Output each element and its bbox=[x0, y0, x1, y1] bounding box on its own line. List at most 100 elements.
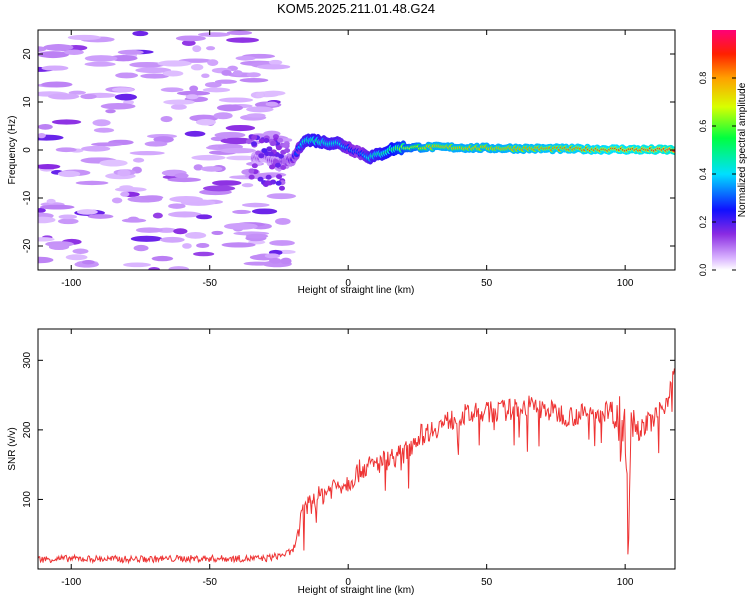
noise-cell bbox=[121, 218, 147, 223]
spectrogram-ytick-label: 10 bbox=[22, 96, 33, 108]
cluster-cell bbox=[261, 148, 268, 154]
snr-panel: -100 -50 0 50 100 100 200 300 Height of straigh… bbox=[7, 328, 676, 596]
noise-cell bbox=[115, 72, 139, 79]
noise-cell bbox=[246, 106, 274, 113]
cluster-cell bbox=[269, 164, 276, 170]
noise-cell bbox=[133, 244, 149, 252]
cluster-cell bbox=[251, 163, 258, 169]
spectrogram-xtick-label: 100 bbox=[617, 278, 634, 289]
colorbar-tick-label: 0.6 bbox=[698, 120, 708, 133]
spectrogram-ytick-label: 20 bbox=[22, 48, 33, 60]
noise-cell bbox=[51, 119, 82, 125]
snr-series bbox=[38, 368, 675, 565]
noise-cell bbox=[212, 180, 242, 186]
cluster-cell bbox=[281, 158, 288, 164]
spectrogram-xtick-label: 50 bbox=[481, 278, 493, 289]
noise-cell bbox=[232, 70, 243, 77]
cluster-cell bbox=[258, 153, 265, 159]
noise-cell bbox=[251, 208, 278, 215]
noise-cell bbox=[68, 90, 86, 95]
cluster-cell bbox=[245, 139, 252, 145]
noise-cell bbox=[182, 243, 192, 249]
noise-cell bbox=[57, 218, 79, 225]
noise-cell bbox=[266, 193, 296, 200]
noise-cell bbox=[268, 59, 283, 65]
noise-cell bbox=[84, 61, 116, 67]
noise-cell bbox=[160, 87, 184, 93]
noise-cell bbox=[169, 195, 203, 203]
noise-cell bbox=[144, 141, 168, 147]
noise-cell bbox=[46, 198, 56, 204]
cluster-cell bbox=[277, 137, 284, 143]
noise-cell bbox=[269, 240, 295, 246]
noise-cell bbox=[87, 214, 114, 219]
noise-cell bbox=[185, 231, 207, 239]
noise-cell bbox=[38, 208, 46, 213]
snr-xtick-label: 50 bbox=[481, 577, 493, 588]
noise-cell bbox=[214, 131, 246, 139]
noise-cell bbox=[241, 202, 270, 208]
colorbar-ticks: 0.0 0.2 0.4 0.6 0.8 bbox=[698, 72, 736, 276]
noise-cell bbox=[135, 67, 172, 74]
cluster-cell bbox=[278, 185, 285, 191]
spectrogram-xtick-label: -50 bbox=[202, 278, 217, 289]
cluster-cell bbox=[257, 176, 264, 182]
noise-cell bbox=[185, 94, 199, 100]
noise-cell bbox=[67, 34, 101, 41]
noise-cell bbox=[246, 113, 266, 118]
cluster-cell bbox=[275, 180, 282, 186]
noise-cell bbox=[80, 93, 97, 100]
noise-cell bbox=[57, 170, 81, 178]
snr-ytick-label: 300 bbox=[22, 352, 33, 369]
noise-cell bbox=[105, 109, 116, 114]
noise-cell bbox=[141, 195, 164, 201]
colorbar-tick-label: 0.2 bbox=[698, 216, 708, 229]
noise-cell bbox=[38, 164, 61, 170]
cluster-cell bbox=[275, 145, 282, 151]
noise-cell bbox=[163, 99, 195, 105]
noise-cell bbox=[264, 253, 280, 259]
snr-ylabel: SNR (v/v) bbox=[7, 427, 18, 470]
noise-cell bbox=[221, 69, 232, 76]
noise-cell bbox=[248, 239, 266, 245]
noise-cell bbox=[221, 242, 256, 248]
noise-cell bbox=[157, 60, 192, 67]
noise-cell bbox=[193, 251, 215, 257]
noise-cell bbox=[43, 44, 74, 51]
noise-cell bbox=[256, 64, 291, 70]
noise-cell bbox=[100, 103, 136, 110]
noise-cell bbox=[204, 81, 222, 88]
noise-cell bbox=[243, 261, 273, 266]
cluster-cell bbox=[263, 138, 270, 144]
noise-cell bbox=[175, 35, 206, 42]
cluster-cell bbox=[284, 147, 291, 153]
noise-cell bbox=[269, 257, 282, 264]
noise-cell bbox=[129, 61, 165, 68]
cluster-cell bbox=[280, 164, 287, 170]
noise-cell bbox=[76, 209, 98, 215]
snr-xtick-label: 0 bbox=[345, 577, 351, 588]
cluster-cell bbox=[267, 151, 274, 157]
noise-cell bbox=[189, 85, 199, 92]
noise-cell bbox=[140, 73, 170, 79]
snr-xtick-label: -100 bbox=[61, 577, 81, 588]
cluster-cell bbox=[272, 158, 279, 164]
spectrogram-xtick-label: -100 bbox=[61, 278, 81, 289]
snr-ytick-label: 200 bbox=[22, 421, 33, 438]
noise-cell bbox=[202, 185, 236, 192]
noise-cell bbox=[117, 49, 144, 55]
noise-cell bbox=[220, 147, 256, 154]
snr-xtick-label: 100 bbox=[617, 577, 634, 588]
noise-cell bbox=[72, 248, 89, 254]
noise-cell bbox=[38, 237, 55, 242]
noise-cell bbox=[213, 112, 233, 120]
noise-cell bbox=[246, 72, 261, 78]
chart-title: KOM5.2025.211.01.48.G24 bbox=[277, 1, 435, 16]
noise-cell bbox=[132, 30, 149, 37]
noise-cell bbox=[111, 87, 134, 93]
noise-cell bbox=[119, 185, 134, 190]
noise-cell bbox=[47, 93, 80, 100]
spectrogram-ytick-label: 0 bbox=[22, 147, 33, 153]
noise-cell bbox=[196, 242, 210, 248]
